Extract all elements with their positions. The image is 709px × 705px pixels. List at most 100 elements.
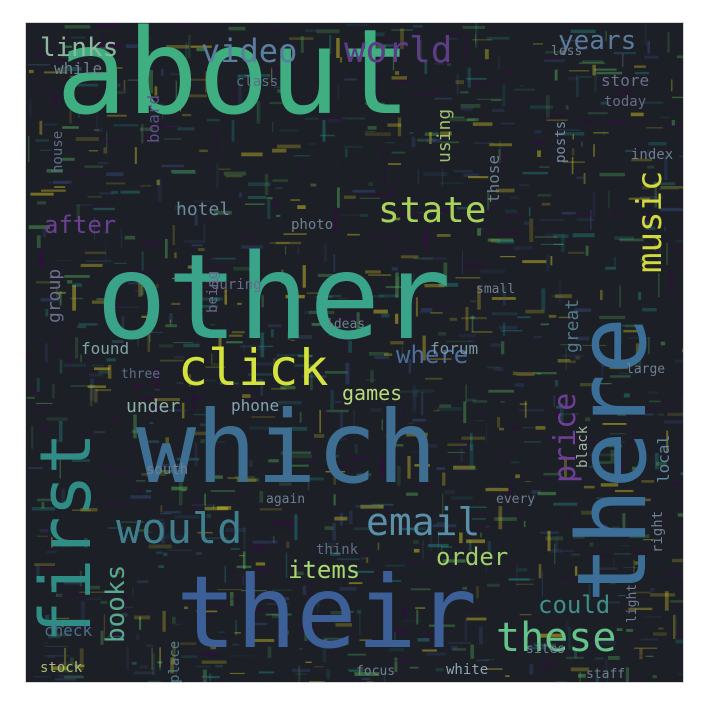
- texture-speck: [460, 608, 480, 611]
- texture-speck: [672, 558, 683, 563]
- texture-speck: [647, 148, 650, 155]
- texture-speck: [348, 340, 352, 353]
- texture-speck: [214, 210, 232, 215]
- texture-speck: [516, 583, 534, 585]
- texture-speck: [209, 606, 229, 609]
- texture-speck: [149, 333, 151, 342]
- texture-speck: [665, 571, 683, 574]
- texture-speck: [455, 80, 464, 85]
- texture-speck: [169, 313, 173, 323]
- texture-speck: [407, 456, 411, 479]
- texture-speck: [26, 396, 35, 399]
- texture-speck: [146, 443, 162, 445]
- texture-speck: [276, 355, 279, 370]
- texture-speck: [213, 505, 214, 510]
- texture-speck: [533, 643, 557, 646]
- texture-speck: [55, 617, 69, 619]
- texture-speck: [444, 490, 455, 495]
- cloud-word: photo: [291, 217, 334, 233]
- texture-speck: [182, 301, 184, 318]
- texture-speck: [413, 548, 420, 553]
- texture-speck: [468, 329, 471, 335]
- texture-speck: [91, 300, 105, 304]
- texture-speck: [438, 282, 459, 287]
- texture-speck: [175, 80, 178, 101]
- texture-speck: [521, 528, 532, 530]
- texture-speck: [245, 660, 268, 663]
- texture-speck: [228, 334, 243, 337]
- texture-speck: [62, 126, 79, 129]
- texture-speck: [509, 476, 513, 497]
- texture-speck: [396, 276, 400, 287]
- texture-speck: [42, 642, 48, 645]
- texture-speck: [430, 535, 433, 552]
- texture-speck: [571, 148, 575, 156]
- texture-speck: [75, 137, 99, 141]
- texture-speck: [581, 60, 604, 63]
- texture-speck: [461, 541, 463, 567]
- texture-speck: [380, 147, 385, 158]
- texture-speck: [127, 79, 149, 81]
- texture-speck: [267, 646, 272, 659]
- texture-speck: [377, 109, 398, 112]
- texture-speck: [304, 564, 315, 567]
- cloud-word: black: [575, 425, 591, 468]
- texture-speck: [140, 185, 152, 187]
- texture-speck: [474, 513, 488, 516]
- texture-speck: [565, 105, 569, 110]
- texture-speck: [164, 409, 187, 412]
- texture-speck: [594, 68, 617, 71]
- texture-speck: [225, 175, 243, 178]
- texture-speck: [629, 534, 650, 539]
- texture-speck: [324, 243, 327, 263]
- texture-speck: [323, 637, 348, 641]
- texture-speck: [681, 397, 683, 422]
- texture-speck: [320, 313, 327, 317]
- texture-speck: [166, 45, 190, 49]
- texture-speck: [210, 490, 236, 492]
- texture-speck: [451, 645, 458, 650]
- texture-speck: [39, 428, 47, 431]
- texture-speck: [335, 623, 352, 627]
- texture-speck: [534, 130, 542, 134]
- texture-speck: [298, 665, 301, 682]
- texture-speck: [64, 47, 73, 49]
- cloud-word: click: [178, 339, 329, 397]
- texture-speck: [314, 434, 325, 438]
- texture-speck: [617, 412, 626, 416]
- texture-speck: [231, 331, 245, 334]
- texture-speck: [579, 121, 602, 124]
- cloud-word: would: [116, 504, 243, 553]
- texture-speck: [36, 377, 40, 392]
- texture-speck: [70, 36, 86, 39]
- cloud-word: index: [631, 147, 674, 163]
- texture-speck: [95, 109, 99, 133]
- texture-speck: [332, 522, 337, 541]
- texture-speck: [187, 266, 200, 269]
- texture-speck: [166, 125, 182, 128]
- texture-speck: [103, 323, 108, 328]
- texture-speck: [275, 187, 283, 189]
- texture-speck: [331, 651, 337, 653]
- texture-speck: [92, 320, 98, 323]
- texture-speck: [217, 506, 232, 510]
- texture-speck: [99, 46, 114, 50]
- texture-speck: [482, 228, 491, 232]
- texture-speck: [189, 94, 207, 98]
- texture-speck: [261, 295, 264, 308]
- texture-speck: [485, 487, 509, 492]
- texture-speck: [105, 182, 126, 185]
- texture-speck: [544, 58, 565, 62]
- texture-speck: [304, 117, 319, 120]
- texture-speck: [464, 82, 488, 85]
- texture-speck: [487, 583, 500, 587]
- texture-speck: [249, 362, 275, 366]
- texture-speck: [241, 245, 264, 249]
- texture-speck: [437, 531, 439, 549]
- texture-speck: [151, 652, 156, 676]
- texture-speck: [277, 400, 302, 405]
- texture-speck: [672, 96, 683, 99]
- texture-speck: [28, 98, 32, 116]
- texture-speck: [370, 236, 396, 238]
- texture-speck: [623, 393, 630, 398]
